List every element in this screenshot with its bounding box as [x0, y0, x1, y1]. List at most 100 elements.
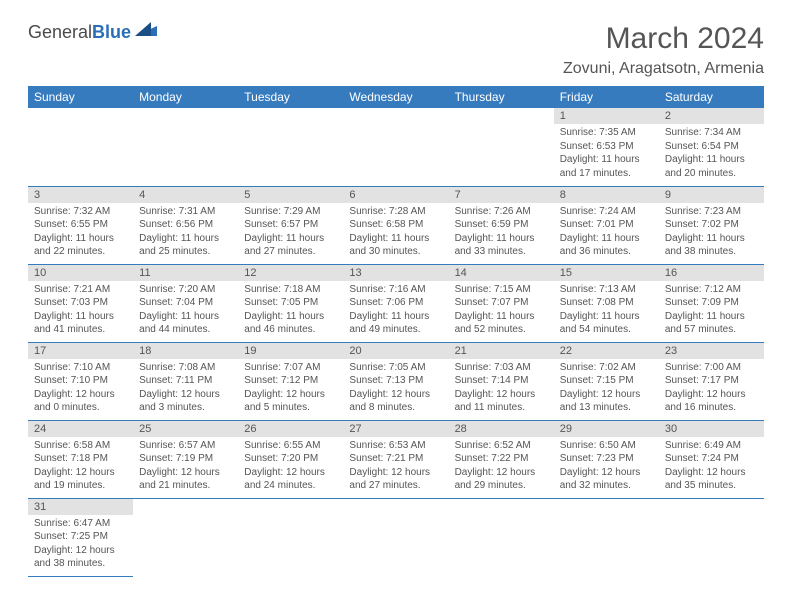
detail-line: and 30 minutes. — [349, 245, 442, 259]
calendar-cell — [133, 108, 238, 186]
day-header: Thursday — [449, 86, 554, 108]
day-details: Sunrise: 6:53 AMSunset: 7:21 PMDaylight:… — [343, 437, 448, 497]
detail-line: and 11 minutes. — [455, 401, 548, 415]
day-number: 18 — [133, 343, 238, 359]
calendar-cell: 5Sunrise: 7:29 AMSunset: 6:57 PMDaylight… — [238, 186, 343, 264]
detail-line: and 32 minutes. — [560, 479, 653, 493]
calendar-cell: 17Sunrise: 7:10 AMSunset: 7:10 PMDayligh… — [28, 342, 133, 420]
day-details: Sunrise: 7:00 AMSunset: 7:17 PMDaylight:… — [659, 359, 764, 419]
detail-line: Sunrise: 6:49 AM — [665, 439, 758, 453]
detail-line: Sunrise: 7:08 AM — [139, 361, 232, 375]
detail-line: Daylight: 11 hours — [34, 232, 127, 246]
detail-line: Sunset: 7:03 PM — [34, 296, 127, 310]
detail-line: Daylight: 12 hours — [139, 388, 232, 402]
day-details: Sunrise: 7:07 AMSunset: 7:12 PMDaylight:… — [238, 359, 343, 419]
detail-line: Daylight: 12 hours — [349, 466, 442, 480]
calendar-cell — [133, 498, 238, 576]
day-header-row: Sunday Monday Tuesday Wednesday Thursday… — [28, 86, 764, 108]
detail-line: Sunset: 7:13 PM — [349, 374, 442, 388]
detail-line: Sunrise: 7:20 AM — [139, 283, 232, 297]
calendar-cell: 22Sunrise: 7:02 AMSunset: 7:15 PMDayligh… — [554, 342, 659, 420]
detail-line: Sunset: 7:21 PM — [349, 452, 442, 466]
day-details: Sunrise: 7:23 AMSunset: 7:02 PMDaylight:… — [659, 203, 764, 263]
day-number: 31 — [28, 499, 133, 515]
detail-line: Sunrise: 7:18 AM — [244, 283, 337, 297]
detail-line: Sunrise: 7:05 AM — [349, 361, 442, 375]
detail-line: Sunset: 7:06 PM — [349, 296, 442, 310]
detail-line: and 13 minutes. — [560, 401, 653, 415]
calendar-cell: 16Sunrise: 7:12 AMSunset: 7:09 PMDayligh… — [659, 264, 764, 342]
detail-line: and 38 minutes. — [34, 557, 127, 571]
detail-line: Daylight: 12 hours — [244, 466, 337, 480]
detail-line: and 44 minutes. — [139, 323, 232, 337]
detail-line: Daylight: 12 hours — [455, 466, 548, 480]
logo-text: GeneralBlue — [28, 22, 131, 43]
day-details: Sunrise: 7:05 AMSunset: 7:13 PMDaylight:… — [343, 359, 448, 419]
day-number: 1 — [554, 108, 659, 124]
detail-line: and 27 minutes. — [349, 479, 442, 493]
detail-line: Daylight: 11 hours — [244, 232, 337, 246]
day-number: 10 — [28, 265, 133, 281]
day-number: 22 — [554, 343, 659, 359]
detail-line: Sunrise: 7:29 AM — [244, 205, 337, 219]
detail-line: Sunrise: 7:24 AM — [560, 205, 653, 219]
detail-line: Daylight: 12 hours — [349, 388, 442, 402]
calendar-cell: 14Sunrise: 7:15 AMSunset: 7:07 PMDayligh… — [449, 264, 554, 342]
detail-line: Sunset: 7:25 PM — [34, 530, 127, 544]
day-details: Sunrise: 7:20 AMSunset: 7:04 PMDaylight:… — [133, 281, 238, 341]
day-details: Sunrise: 7:34 AMSunset: 6:54 PMDaylight:… — [659, 124, 764, 184]
detail-line: Daylight: 11 hours — [560, 310, 653, 324]
detail-line: Daylight: 12 hours — [560, 466, 653, 480]
day-number: 24 — [28, 421, 133, 437]
detail-line: Daylight: 12 hours — [455, 388, 548, 402]
calendar-cell: 15Sunrise: 7:13 AMSunset: 7:08 PMDayligh… — [554, 264, 659, 342]
detail-line: and 24 minutes. — [244, 479, 337, 493]
header: GeneralBlue March 2024 Zovuni, Aragatsot… — [28, 22, 764, 78]
day-details: Sunrise: 7:26 AMSunset: 6:59 PMDaylight:… — [449, 203, 554, 263]
detail-line: and 19 minutes. — [34, 479, 127, 493]
calendar-cell: 12Sunrise: 7:18 AMSunset: 7:05 PMDayligh… — [238, 264, 343, 342]
calendar-cell: 26Sunrise: 6:55 AMSunset: 7:20 PMDayligh… — [238, 420, 343, 498]
detail-line: Sunset: 7:22 PM — [455, 452, 548, 466]
day-number: 29 — [554, 421, 659, 437]
calendar-cell: 21Sunrise: 7:03 AMSunset: 7:14 PMDayligh… — [449, 342, 554, 420]
day-header: Sunday — [28, 86, 133, 108]
day-details: Sunrise: 6:47 AMSunset: 7:25 PMDaylight:… — [28, 515, 133, 575]
day-number: 9 — [659, 187, 764, 203]
calendar-cell: 1Sunrise: 7:35 AMSunset: 6:53 PMDaylight… — [554, 108, 659, 186]
detail-line: Daylight: 12 hours — [244, 388, 337, 402]
detail-line: Daylight: 11 hours — [455, 310, 548, 324]
detail-line: and 29 minutes. — [455, 479, 548, 493]
detail-line: Sunset: 6:54 PM — [665, 140, 758, 154]
day-number: 4 — [133, 187, 238, 203]
detail-line: and 54 minutes. — [560, 323, 653, 337]
day-details: Sunrise: 7:16 AMSunset: 7:06 PMDaylight:… — [343, 281, 448, 341]
day-number: 15 — [554, 265, 659, 281]
calendar-cell — [659, 498, 764, 576]
detail-line: Sunset: 7:07 PM — [455, 296, 548, 310]
detail-line: Daylight: 11 hours — [244, 310, 337, 324]
detail-line: Sunset: 7:17 PM — [665, 374, 758, 388]
calendar-row: 24Sunrise: 6:58 AMSunset: 7:18 PMDayligh… — [28, 420, 764, 498]
day-header: Wednesday — [343, 86, 448, 108]
detail-line: Daylight: 11 hours — [139, 310, 232, 324]
detail-line: Sunset: 6:58 PM — [349, 218, 442, 232]
detail-line: Sunrise: 7:10 AM — [34, 361, 127, 375]
calendar-cell: 8Sunrise: 7:24 AMSunset: 7:01 PMDaylight… — [554, 186, 659, 264]
day-number: 20 — [343, 343, 448, 359]
detail-line: Sunrise: 6:52 AM — [455, 439, 548, 453]
calendar-cell: 30Sunrise: 6:49 AMSunset: 7:24 PMDayligh… — [659, 420, 764, 498]
day-header: Monday — [133, 86, 238, 108]
day-number: 8 — [554, 187, 659, 203]
month-title: March 2024 — [563, 22, 764, 56]
detail-line: Sunset: 7:20 PM — [244, 452, 337, 466]
detail-line: and 49 minutes. — [349, 323, 442, 337]
detail-line: Daylight: 11 hours — [349, 232, 442, 246]
calendar-cell: 27Sunrise: 6:53 AMSunset: 7:21 PMDayligh… — [343, 420, 448, 498]
detail-line: Sunset: 7:24 PM — [665, 452, 758, 466]
day-details: Sunrise: 6:58 AMSunset: 7:18 PMDaylight:… — [28, 437, 133, 497]
detail-line: Sunrise: 7:28 AM — [349, 205, 442, 219]
calendar-cell: 2Sunrise: 7:34 AMSunset: 6:54 PMDaylight… — [659, 108, 764, 186]
detail-line: Daylight: 11 hours — [665, 232, 758, 246]
detail-line: Sunrise: 7:26 AM — [455, 205, 548, 219]
